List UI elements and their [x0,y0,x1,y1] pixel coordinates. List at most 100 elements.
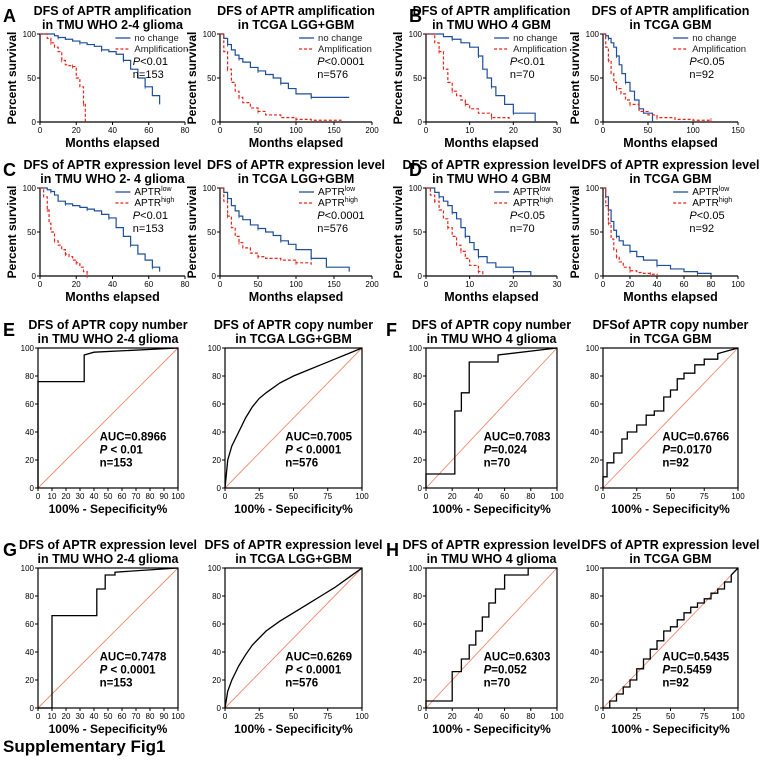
y-tick-label: 0 [212,118,217,127]
y-tick-label: 0 [217,484,222,493]
legend-label-amplification: Amplification [692,44,746,55]
x-tick-label: 90 [160,492,169,501]
x-tick-label: 75 [323,712,332,721]
panel-letter: F [386,320,397,340]
y-tick-label: 100 [23,30,37,39]
chart-title: DFS of APTR amplification [592,4,750,18]
y-tick-label: 100 [208,564,222,573]
chart-subtitle: in TCGA LGG+GBM [238,172,355,186]
x-tick-label: 40 [474,712,483,721]
y-tick-label: 20 [25,676,34,685]
y-tick-label: 40 [212,648,221,657]
x-tick-label: 150 [327,126,341,135]
roc-curve [603,567,739,709]
stat-text: P < 0.0001 [100,664,157,676]
x-tick-label: 0 [424,126,429,135]
chart-title: DFS of APTR expression level [207,158,385,172]
x-tick-label: 75 [323,492,332,501]
x-tick-label: 200 [365,280,379,289]
stat-text: n=92 [689,69,714,81]
x-tick-label: 0 [601,712,606,721]
y-tick-label: 100 [586,30,600,39]
y-tick-label: 0 [595,704,600,713]
panel-letter: D [409,160,422,180]
x-tick-label: 0 [601,280,606,289]
survival-curve-group1 [220,33,350,98]
figure-caption: Supplementary Fig1 [3,737,165,756]
x-tick-label: 20 [448,712,457,721]
x-tick-label: 100 [731,492,745,501]
stat-text: n=92 [662,677,689,689]
chart-title: DFS of APTR expression level [23,158,201,172]
y-tick-label: 60 [212,620,221,629]
x-tick-label: 50 [254,280,263,289]
x-axis-label: 100% - Sepecificity% [49,722,168,736]
chart-subtitle: in TMU WHO 2-4 glioma [38,552,180,566]
chart-title: DFSof APTR copy number [593,318,749,332]
chart-title: DFS of APTR expression level [402,158,580,172]
y-tick-label: 60 [25,620,34,629]
panel-letter: B [409,6,422,26]
reference-diagonal [602,347,739,489]
x-tick-label: 50 [254,126,263,135]
x-axis-label: Months elapsed [444,290,538,304]
stat-text: P=0.0170 [662,444,712,456]
y-tick-label: 50 [27,228,36,237]
y-tick-label: 0 [595,272,600,281]
legend-label-amplification: Amplification [513,44,567,55]
stat-text: n=153 [100,457,133,469]
x-tick-label: 10 [48,712,57,721]
chart-title: DFS of APTR amplification [413,4,571,18]
survival-curve-group1 [40,187,161,272]
chart-title: DFS of APTR expression level [204,538,382,552]
x-tick-label: 60 [144,126,153,135]
x-tick-label: 60 [118,712,127,721]
chart-subtitle: in TCGA LGG+GBM [235,552,352,566]
x-tick-label: 100 [355,492,369,501]
x-tick-label: 100 [731,712,745,721]
stat-text: P=0.052 [484,664,527,676]
chart-subtitle: in TMU WHO 2-4 glioma [38,332,180,346]
y-tick-label: 100 [409,30,423,39]
survival-curve-group1 [603,187,712,276]
y-tick-label: 50 [590,74,599,83]
survival-curve-group2 [220,33,342,121]
x-tick-label: 0 [601,492,606,501]
stat-text: AUC=0.8966 [100,431,167,443]
survival-curve-group2 [426,33,510,122]
x-tick-label: 30 [76,492,85,501]
x-tick-label: 100 [289,280,303,289]
chart-title: DFS of APTR expression level [581,158,759,172]
y-tick-label: 80 [590,372,599,381]
x-tick-label: 50 [644,126,653,135]
y-tick-label: 0 [595,118,600,127]
stat-text: P < 0.0001 [285,664,342,676]
stat-text: P < 0.0001 [285,444,342,456]
survival-curve-group1 [426,33,536,122]
y-tick-label: 60 [590,620,599,629]
stat-text: n=92 [662,457,689,469]
y-tick-label: 100 [203,184,217,193]
y-tick-label: 0 [418,704,423,713]
panel-letter: E [3,320,15,340]
x-tick-label: 20 [509,126,518,135]
x-tick-label: 20 [72,126,81,135]
chart-title: DFS of APTR amplification [217,4,375,18]
stat-text: n=153 [133,223,164,235]
stat-text: P<0.0001 [317,56,364,68]
stat-text: P=0.024 [484,444,528,456]
y-tick-label: 60 [25,400,34,409]
y-tick-label: 80 [590,592,599,601]
y-tick-label: 100 [21,564,35,573]
x-axis-label: Months elapsed [65,290,159,304]
x-axis-label: 100% - Sepecificity% [234,502,353,516]
x-axis-label: Months elapsed [623,136,717,150]
x-tick-label: 100 [355,712,369,721]
y-tick-label: 60 [413,620,422,629]
